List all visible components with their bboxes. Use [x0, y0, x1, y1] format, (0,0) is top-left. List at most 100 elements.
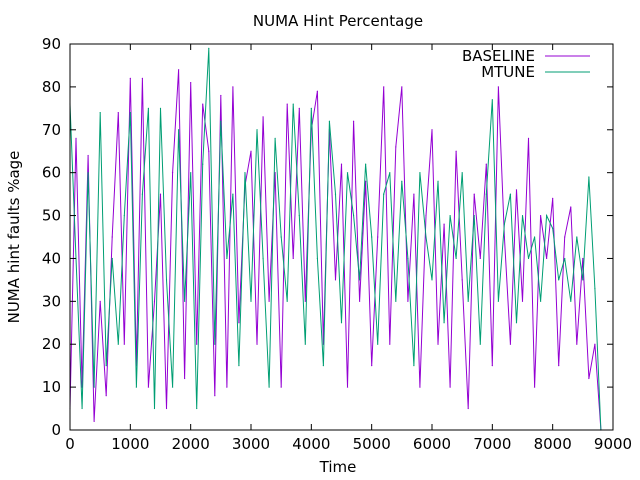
data-point-mtune: [546, 214, 548, 217]
data-point-mtune: [141, 193, 143, 195]
data-point-baseline: [588, 377, 590, 380]
y-tick-label: 30: [42, 292, 61, 310]
data-point-mtune: [509, 193, 512, 195]
legend: BASELINE MTUNE: [462, 47, 590, 81]
data-point-mtune: [533, 236, 536, 238]
data-point-baseline: [99, 300, 101, 302]
data-point-mtune: [310, 107, 312, 109]
data-point-baseline: [467, 407, 469, 410]
data-point-baseline: [298, 107, 300, 109]
data-point-mtune: [214, 343, 216, 345]
data-point-mtune: [365, 163, 367, 165]
data-point-baseline: [346, 386, 349, 388]
plot-border: [69, 43, 614, 431]
x-tick-label: 1000: [111, 435, 149, 453]
data-point-mtune: [449, 214, 451, 217]
data-point-mtune: [304, 343, 306, 345]
data-point-baseline: [371, 365, 373, 367]
data-point-baseline: [196, 343, 198, 345]
data-point-mtune: [226, 257, 228, 260]
data-point-mtune: [527, 257, 530, 260]
data-point-baseline: [141, 77, 143, 79]
data-point-baseline: [286, 103, 288, 105]
data-point-baseline: [208, 150, 210, 152]
data-point-mtune: [117, 343, 119, 345]
data-point-baseline: [515, 189, 518, 191]
data-point-mtune: [111, 257, 113, 260]
legend-label-mtune: MTUNE: [481, 63, 535, 81]
data-point-mtune: [540, 300, 542, 302]
data-point-baseline: [425, 214, 427, 217]
data-point-baseline: [147, 386, 150, 388]
data-point-baseline: [304, 300, 306, 302]
x-tick-label: 4000: [292, 435, 330, 453]
y-tick-label: 60: [42, 164, 61, 182]
data-point-mtune: [352, 214, 355, 217]
data-point-baseline: [527, 137, 530, 139]
data-point-baseline: [497, 86, 499, 88]
data-point-baseline: [491, 365, 493, 367]
data-point-mtune: [238, 365, 240, 367]
data-point-mtune: [419, 172, 421, 174]
data-point-mtune: [558, 279, 560, 281]
data-point-mtune: [389, 172, 391, 174]
data-point-baseline: [582, 257, 584, 260]
data-point-baseline: [509, 343, 512, 345]
data-point-mtune: [81, 407, 83, 410]
x-tick-label: 8000: [534, 435, 572, 453]
data-point-mtune: [431, 279, 433, 281]
data-point-baseline: [401, 86, 403, 88]
series-line-baseline: [69, 69, 602, 431]
y-tick-label: 70: [42, 121, 61, 139]
data-point-baseline: [202, 103, 204, 105]
data-point-mtune: [485, 193, 487, 195]
data-point-mtune: [521, 214, 524, 217]
data-point-baseline: [552, 197, 554, 199]
data-point-mtune: [286, 300, 288, 302]
data-point-baseline: [117, 112, 119, 114]
data-point-mtune: [340, 322, 343, 324]
data-point-mtune: [346, 172, 349, 174]
data-point-baseline: [262, 116, 264, 118]
data-point-mtune: [274, 137, 276, 139]
data-point-baseline: [540, 214, 542, 217]
data-point-mtune: [135, 386, 137, 388]
data-point-baseline: [280, 386, 282, 388]
data-point-mtune: [202, 163, 204, 165]
data-point-baseline: [389, 343, 391, 345]
y-axis-label: NUMA hint faults %age: [5, 151, 23, 324]
data-point-mtune: [425, 236, 427, 238]
y-tick-label: 90: [42, 35, 61, 53]
data-point-baseline: [250, 150, 252, 152]
data-point-baseline: [461, 279, 463, 281]
data-point-mtune: [298, 214, 300, 217]
axes-layer: 0 1000 2000 3000 4000 5000 6000 7000 8000 9000 0 10…: [42, 35, 632, 453]
data-point-mtune: [479, 343, 481, 345]
data-point-mtune: [473, 214, 475, 217]
data-point-baseline: [485, 163, 487, 165]
data-point-baseline: [521, 300, 524, 302]
data-point-baseline: [292, 257, 294, 260]
data-point-baseline: [256, 343, 258, 345]
data-point-baseline: [190, 82, 192, 84]
data-point-mtune: [190, 172, 192, 174]
data-point-mtune: [395, 300, 397, 302]
data-point-baseline: [129, 77, 131, 79]
x-tick-label: 0: [65, 435, 75, 453]
data-point-baseline: [359, 300, 361, 302]
data-point-baseline: [171, 172, 174, 174]
data-point-mtune: [497, 300, 499, 302]
y-tick-label: 40: [42, 249, 61, 267]
data-point-mtune: [552, 227, 554, 230]
data-point-baseline: [340, 163, 343, 165]
data-point-baseline: [455, 150, 457, 152]
data-point-mtune: [256, 129, 258, 131]
data-point-baseline: [352, 120, 355, 122]
data-point-mtune: [322, 365, 324, 367]
data-point-mtune: [208, 47, 210, 49]
data-point-baseline: [479, 257, 481, 260]
data-point-mtune: [316, 257, 318, 260]
data-point-baseline: [274, 172, 276, 174]
data-point-baseline: [268, 300, 270, 302]
data-point-mtune: [250, 300, 252, 302]
